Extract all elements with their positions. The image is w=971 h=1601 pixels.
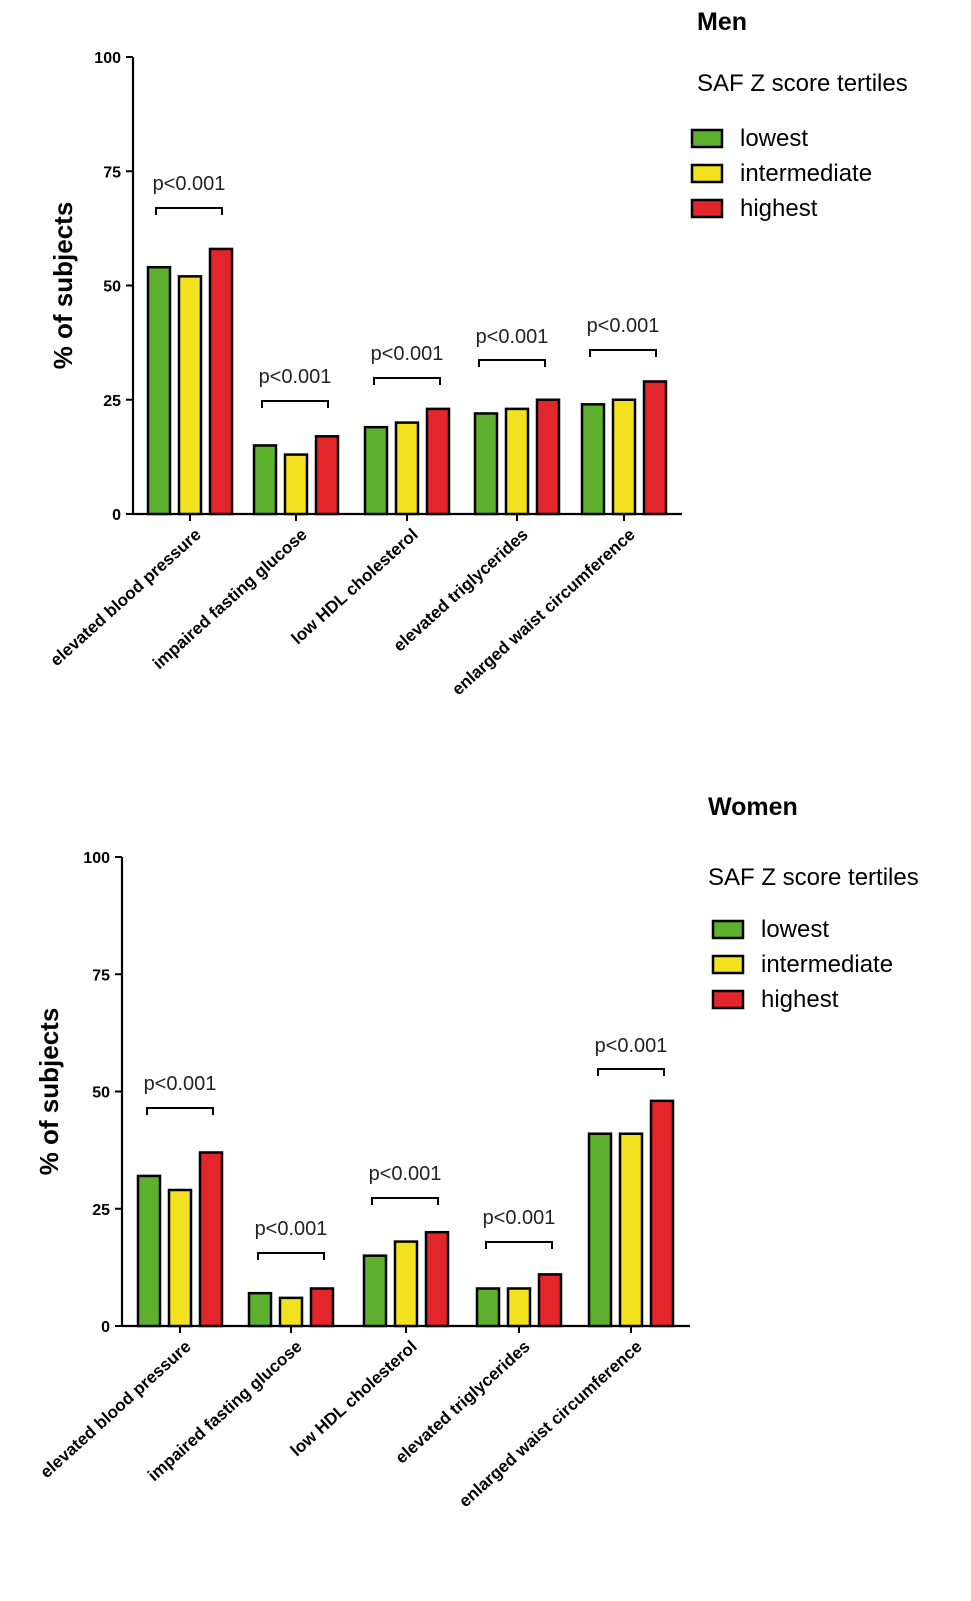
x-category-label: enlarged waist circumference <box>448 525 638 699</box>
y-tick-label: 50 <box>92 1085 110 1102</box>
significance-bracket <box>373 377 441 385</box>
y-tick-label: 25 <box>92 1202 110 1219</box>
bar-intermediate <box>167 1188 193 1328</box>
bar-intermediate <box>393 1240 419 1328</box>
bar-highest <box>198 1151 224 1328</box>
p-value-label: p<0.001 <box>259 366 332 388</box>
p-value-label: p<0.001 <box>144 1073 217 1095</box>
bar-highest <box>649 1099 675 1328</box>
panel-title: Men <box>697 8 747 36</box>
legend-title: SAF Z score tertiles <box>697 70 908 97</box>
bar-intermediate <box>618 1132 644 1328</box>
bar-intermediate <box>283 453 309 516</box>
y-axis-label: % of subjects <box>34 1008 64 1176</box>
significance-bracket <box>485 1241 553 1249</box>
legend-label-lowest: lowest <box>740 125 808 152</box>
bar-lowest <box>252 444 278 516</box>
significance-bracket <box>589 349 657 357</box>
panel-title: Women <box>708 793 798 821</box>
y-tick-label: 0 <box>101 1319 110 1336</box>
x-category-label: enlarged waist circumference <box>455 1337 645 1511</box>
p-value-label: p<0.001 <box>587 315 660 337</box>
legend-label-intermediate: intermediate <box>740 160 872 187</box>
bar-highest <box>537 1273 563 1328</box>
legend-label-highest: highest <box>761 986 839 1013</box>
legend-swatch-highest <box>690 198 724 219</box>
bar-lowest <box>587 1132 613 1328</box>
legend-swatch-highest <box>711 989 745 1010</box>
bar-lowest <box>580 403 606 516</box>
p-value-label: p<0.001 <box>476 326 549 348</box>
y-tick-label: 75 <box>103 164 121 181</box>
bar-intermediate <box>611 398 637 516</box>
y-tick-label: 100 <box>83 850 110 867</box>
y-axis-label: % of subjects <box>48 202 78 370</box>
p-value-label: p<0.001 <box>255 1218 328 1240</box>
significance-bracket <box>146 1107 214 1115</box>
bar-highest <box>424 1230 450 1328</box>
significance-bracket <box>155 207 223 215</box>
bar-intermediate <box>177 275 203 516</box>
bar-highest <box>314 435 340 516</box>
y-tick-label: 100 <box>94 50 121 67</box>
bar-lowest <box>473 412 499 516</box>
bar-intermediate <box>506 1287 532 1328</box>
p-value-label: p<0.001 <box>153 173 226 195</box>
bar-intermediate <box>394 421 420 516</box>
bar-lowest <box>363 425 389 516</box>
bar-lowest <box>146 265 172 516</box>
y-tick-label: 25 <box>103 393 121 410</box>
legend-label-intermediate: intermediate <box>761 951 893 978</box>
bar-highest <box>425 407 451 516</box>
legend-title: SAF Z score tertiles <box>708 864 919 891</box>
legend: SAF Z score tertiles lowest intermediate hi… <box>708 864 919 1013</box>
bar-intermediate <box>504 407 530 516</box>
bar-intermediate <box>278 1296 304 1328</box>
legend-label-lowest: lowest <box>761 916 829 943</box>
p-value-label: p<0.001 <box>483 1207 556 1229</box>
significance-bracket <box>478 359 546 367</box>
bar-lowest <box>136 1174 162 1328</box>
bar-lowest <box>362 1254 388 1328</box>
legend-swatch-lowest <box>711 919 745 940</box>
legend-label-highest: highest <box>740 195 818 222</box>
bar-lowest <box>475 1287 501 1328</box>
y-tick-label: 75 <box>92 967 110 984</box>
p-value-label: p<0.001 <box>595 1035 668 1057</box>
bar-highest <box>309 1287 335 1328</box>
bar-lowest <box>247 1291 273 1328</box>
significance-bracket <box>257 1252 325 1260</box>
p-value-label: p<0.001 <box>371 343 444 365</box>
legend-swatch-intermediate <box>690 163 724 184</box>
p-value-label: p<0.001 <box>369 1163 442 1185</box>
significance-bracket <box>597 1068 665 1076</box>
significance-bracket <box>371 1197 439 1205</box>
legend-swatch-intermediate <box>711 954 745 975</box>
legend: SAF Z score tertiles lowest intermediate hi… <box>690 70 908 222</box>
y-tick-label: 50 <box>103 279 121 296</box>
y-tick-label: 0 <box>112 507 121 524</box>
bar-highest <box>642 380 668 516</box>
bar-highest <box>208 247 234 516</box>
x-category-label: low HDL cholesterol <box>287 1337 421 1460</box>
legend-swatch-lowest <box>690 128 724 149</box>
bar-highest <box>535 398 561 516</box>
significance-bracket <box>261 400 329 408</box>
